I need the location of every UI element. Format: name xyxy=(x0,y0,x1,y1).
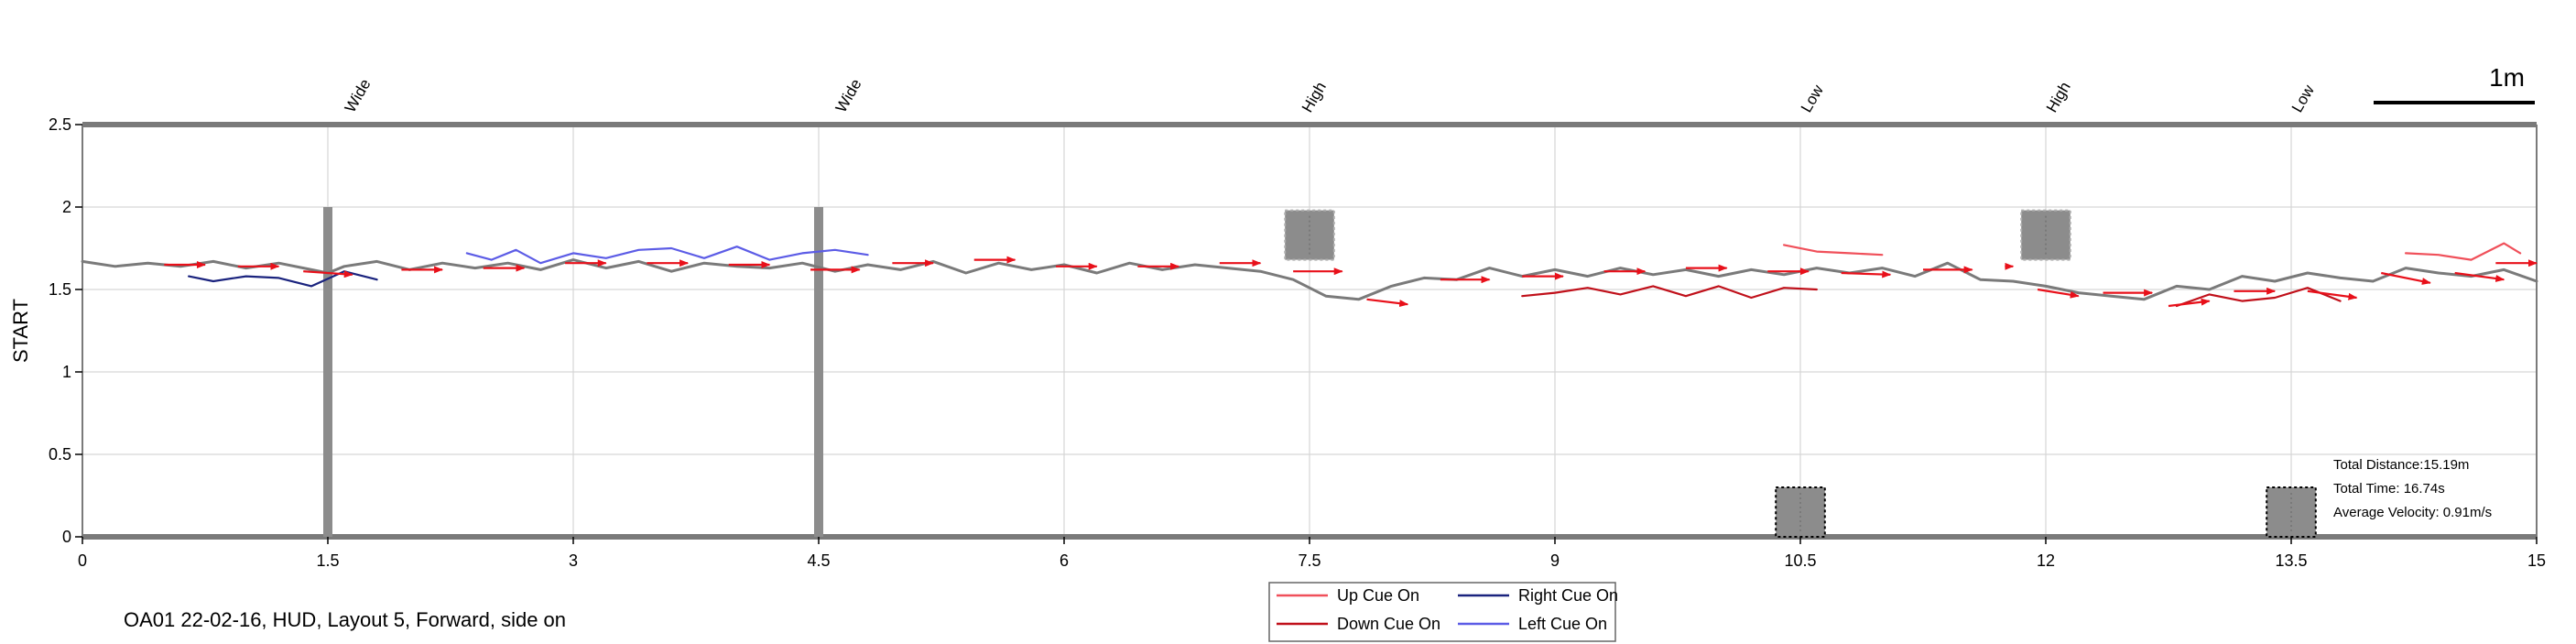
series-line-down-cue-on xyxy=(2175,287,2342,308)
y-tick-label: 2.5 xyxy=(49,115,71,134)
obstacle-type-label: Wide xyxy=(832,76,865,115)
direction-arrow xyxy=(1366,298,1409,308)
grid-lines xyxy=(82,124,2538,538)
obstacle-type-label: High xyxy=(2043,79,2074,115)
legend-label: Right Cue On xyxy=(1518,586,1618,605)
direction-arrow xyxy=(2381,271,2431,285)
x-tick-label: 15 xyxy=(2527,551,2546,570)
x-tick-labels: 0 1.5 3 4.5 6 7.5 9 10.5 12 13.5 15 xyxy=(78,551,2546,570)
x-tick-label: 13.5 xyxy=(2275,551,2307,570)
x-tick-label: 3 xyxy=(569,551,578,570)
y-tick-label: 0 xyxy=(62,528,71,546)
direction-arrow xyxy=(1841,270,1892,278)
x-tick-label: 9 xyxy=(1550,551,1560,570)
run-stat: Total Distance:15.19m xyxy=(2333,457,2469,473)
legend-label: Left Cue On xyxy=(1518,615,1607,633)
y-axis-label: START xyxy=(9,299,32,363)
series-line-up-cue-on xyxy=(2404,242,2522,261)
obstacle-type-label: Wide xyxy=(342,76,375,115)
y-tick-label: 1.5 xyxy=(49,280,71,299)
scale-bar-label: 1m xyxy=(2489,63,2525,92)
x-tick-label: 0 xyxy=(78,551,87,570)
x-tick-label: 7.5 xyxy=(1298,551,1321,570)
series-line-path xyxy=(81,258,2538,301)
y-tick-labels: 0 0.5 1 1.5 2 2.5 xyxy=(49,115,71,546)
obstacle-type-labels: Wide Wide High Low High Low xyxy=(342,76,2319,115)
run-stat: Average Velocity: 0.91m/s xyxy=(2333,505,2492,520)
legend: Up Cue On Right Cue On Down Cue On Left Cue… xyxy=(1268,582,1618,642)
obstacle-post xyxy=(814,207,823,537)
y-tick-label: 1 xyxy=(62,363,71,381)
y-tick-label: 0.5 xyxy=(49,445,71,464)
run-stat: Total Time: 16.74s xyxy=(2333,481,2445,497)
x-tick-label: 4.5 xyxy=(807,551,830,570)
obstacle-type-label: Low xyxy=(2288,82,2318,115)
x-tick-label: 1.5 xyxy=(316,551,339,570)
run-stats: Total Distance:15.19m Total Time: 16.74s A… xyxy=(2333,457,2492,520)
chart-caption: OA01 22-02-16, HUD, Layout 5, Forward, s… xyxy=(124,608,566,631)
obstacle-type-label: High xyxy=(1299,79,1330,115)
series-line-left-cue-on xyxy=(465,246,869,265)
direction-arrow xyxy=(303,270,353,278)
direction-arrows xyxy=(164,256,2538,308)
legend-label: Up Cue On xyxy=(1337,586,1419,605)
obstacle-type-label: Low xyxy=(1798,82,1827,115)
obstacles xyxy=(323,207,2317,538)
y-tick-label: 2 xyxy=(62,198,71,216)
x-tick-label: 6 xyxy=(1060,551,1069,570)
legend-label: Down Cue On xyxy=(1337,615,1440,633)
legend-box xyxy=(1268,582,1616,642)
x-tick-label: 10.5 xyxy=(1784,551,1816,570)
x-tick-label: 12 xyxy=(2037,551,2055,570)
direction-arrow xyxy=(2454,271,2505,282)
series-line-up-cue-on xyxy=(1783,244,1884,257)
direction-arrow xyxy=(2307,289,2358,300)
obstacle-post xyxy=(323,207,332,537)
direction-arrow xyxy=(2037,288,2080,299)
direction-arrow xyxy=(2168,298,2211,308)
series-line-down-cue-on xyxy=(1521,285,1818,300)
